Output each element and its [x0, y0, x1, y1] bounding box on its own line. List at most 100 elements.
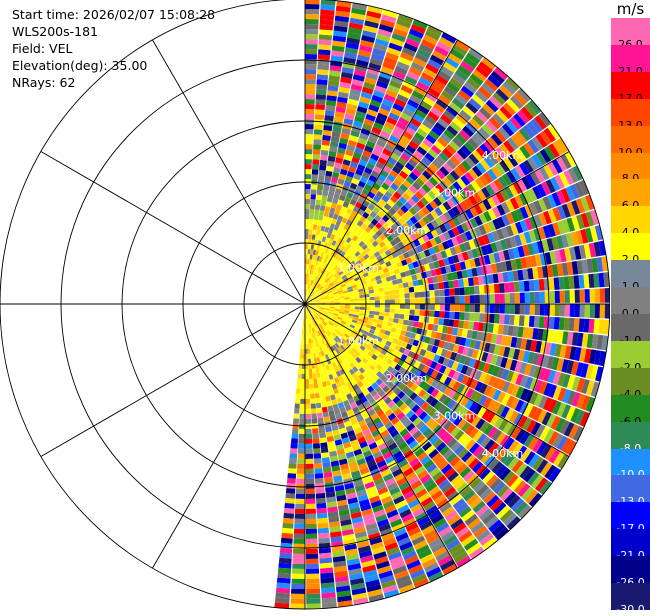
velocity-gate	[316, 373, 320, 379]
velocity-gate	[398, 319, 404, 325]
velocity-gate	[312, 159, 319, 165]
velocity-gate	[305, 374, 309, 379]
velocity-gate	[306, 464, 314, 469]
velocity-gate	[384, 291, 390, 296]
velocity-gate	[315, 368, 319, 374]
velocity-gate	[383, 317, 389, 322]
velocity-gate	[429, 311, 434, 318]
velocity-gate	[282, 523, 293, 529]
velocity-gate	[300, 394, 305, 399]
velocity-gate	[393, 284, 399, 289]
velocity-gate	[305, 14, 319, 19]
range-label: 3.00km	[434, 187, 476, 200]
velocity-gate	[284, 508, 294, 514]
velocity-gate	[360, 301, 365, 304]
velocity-gate	[449, 288, 455, 296]
velocity-gate	[419, 310, 424, 316]
velocity-gate	[350, 301, 355, 303]
velocity-gate	[321, 195, 327, 201]
velocity-gate	[479, 313, 485, 322]
velocity-gate	[305, 4, 319, 9]
velocity-gate	[320, 160, 328, 166]
velocity-gate	[322, 407, 328, 413]
velocity-gate	[307, 344, 309, 349]
velocity-gate	[295, 499, 305, 504]
velocity-gate	[414, 316, 420, 322]
velocity-gate	[296, 494, 305, 499]
velocity-gate	[450, 304, 455, 311]
velocity-gate	[404, 315, 410, 321]
velocity-gate	[306, 429, 312, 434]
velocity-gate	[279, 558, 292, 564]
velocity-gate	[375, 304, 380, 308]
velocity-gate	[312, 174, 319, 179]
velocity-gate	[464, 287, 470, 295]
velocity-gate	[455, 296, 460, 304]
velocity-gate	[385, 308, 390, 312]
velocity-gate	[305, 74, 316, 79]
velocity-gate	[297, 459, 305, 464]
velocity-gate	[292, 574, 305, 579]
velocity-gate	[495, 304, 500, 313]
velocity-gate	[413, 321, 419, 327]
velocity-gate	[306, 469, 314, 474]
velocity-gate	[549, 278, 555, 290]
velocity-gate	[379, 312, 385, 316]
velocity-gate	[299, 424, 305, 429]
velocity-gate	[316, 84, 327, 90]
velocity-gate	[375, 300, 380, 304]
velocity-gate	[318, 215, 323, 221]
velocity-gate	[306, 524, 317, 529]
velocity-gate	[294, 524, 305, 529]
velocity-gate	[313, 149, 321, 155]
velocity-gate	[490, 294, 495, 303]
velocity-gate	[315, 109, 325, 115]
velocity-gate	[414, 286, 420, 292]
velocity-gate	[305, 64, 317, 69]
velocity-gate	[306, 479, 315, 484]
velocity-gate	[380, 304, 385, 308]
velocity-gate	[300, 354, 303, 359]
velocity-gate	[314, 468, 323, 474]
velocity-gate	[292, 579, 306, 584]
velocity-gate	[480, 304, 485, 313]
velocity-gate	[305, 89, 315, 94]
velocity-gate	[600, 304, 605, 318]
velocity-gate	[375, 296, 380, 300]
velocity-gate	[292, 428, 299, 433]
velocity-gate	[309, 379, 313, 384]
velocity-gate	[400, 299, 405, 304]
velocity-gate	[314, 453, 322, 459]
velocity-gate	[290, 443, 297, 449]
velocity-gate	[319, 170, 326, 176]
velocity-gate	[310, 384, 314, 389]
velocity-gate	[415, 304, 420, 310]
velocity-gate	[305, 124, 314, 129]
field-text: Field: VEL	[12, 40, 215, 57]
velocity-gate	[318, 54, 330, 60]
velocity-gate	[505, 304, 510, 314]
velocity-gate	[519, 315, 525, 326]
velocity-gate	[410, 304, 415, 309]
velocity-gate	[296, 489, 305, 494]
velocity-gate	[400, 304, 405, 309]
velocity-gate	[315, 205, 320, 211]
velocity-gate	[314, 210, 319, 216]
velocity-gate	[388, 285, 394, 290]
velocity-gate	[448, 319, 454, 327]
velocity-gate	[305, 349, 307, 354]
velocity-gate	[460, 296, 465, 304]
velocity-gate	[309, 214, 314, 219]
velocity-gate	[290, 604, 305, 609]
velocity-gate	[323, 412, 329, 418]
velocity-gate	[360, 307, 365, 310]
velocity-gate	[295, 504, 305, 509]
velocity-gate	[419, 292, 424, 298]
velocity-gate	[375, 308, 380, 312]
velocity-gate	[458, 320, 464, 328]
velocity-gate	[293, 549, 305, 554]
velocity-gate	[301, 374, 305, 379]
velocity-gate	[317, 523, 328, 529]
velocity-gate	[306, 504, 316, 509]
velocity-gate	[311, 408, 317, 413]
